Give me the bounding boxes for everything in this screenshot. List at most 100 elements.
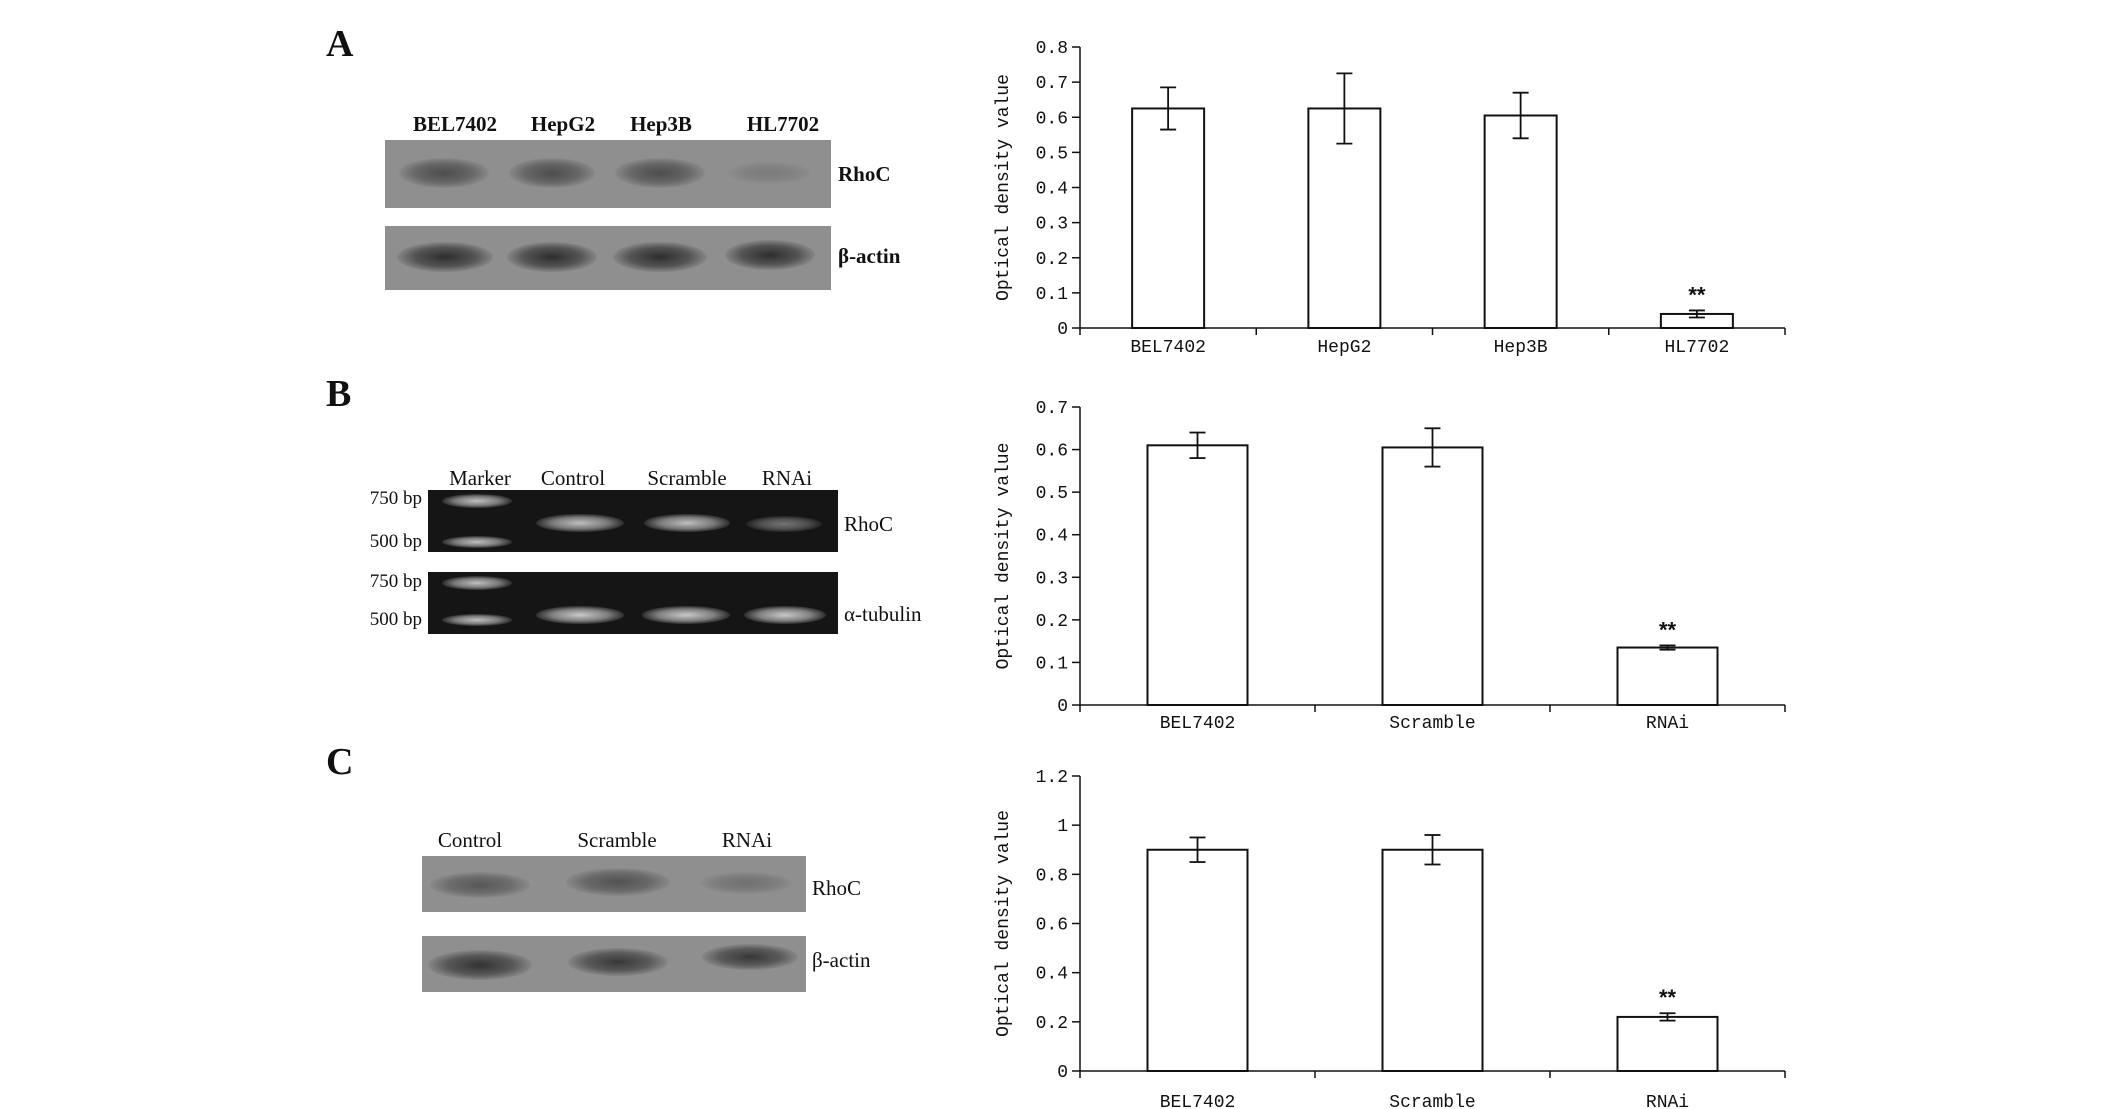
significance-annotation: **	[1659, 985, 1677, 1010]
gel-band	[536, 514, 624, 532]
x-tick-label: BEL7402	[1130, 338, 1206, 358]
blot-row-label: β-actin	[838, 244, 901, 268]
y-tick-label: 0.3	[1036, 215, 1068, 235]
y-tick-label: 0.7	[1036, 399, 1068, 419]
y-tick-label: 0	[1057, 320, 1068, 340]
blot-band	[507, 242, 597, 272]
marker-band	[442, 614, 512, 626]
x-tick-label: RNAi	[1646, 714, 1689, 734]
y-tick-label: 0	[1057, 1063, 1068, 1083]
x-tick-label: HL7702	[1664, 338, 1729, 358]
lane-label: Scramble	[647, 466, 727, 490]
y-tick-label: 0	[1057, 697, 1068, 717]
x-tick-label: BEL7402	[1160, 1093, 1236, 1109]
x-tick-label: RNAi	[1646, 1093, 1689, 1109]
blot-row-label: RhoC	[812, 876, 862, 900]
bar	[1131, 107, 1206, 329]
blot-band	[615, 158, 705, 188]
gel-row-label: α-tubulin	[844, 602, 922, 626]
y-tick-label: 0.6	[1036, 442, 1068, 462]
marker-band	[442, 536, 512, 548]
gel-band	[744, 606, 826, 624]
lane-label: HepG2	[530, 112, 596, 136]
y-tick-label: 0.4	[1036, 965, 1068, 985]
y-tick-label: 0.1	[1036, 285, 1068, 305]
blot-row-label: β-actin	[812, 948, 871, 972]
lane-label: BEL7402	[412, 112, 498, 136]
y-tick-label: 0.8	[1036, 39, 1068, 59]
lane-label: Scramble	[577, 828, 657, 852]
x-tick-label: HepG2	[1317, 338, 1371, 358]
blot-band	[613, 242, 707, 272]
bar	[1381, 446, 1484, 706]
bar	[1146, 444, 1249, 706]
y-tick-label: 0.2	[1036, 250, 1068, 270]
blot-row-label: RhoC	[838, 162, 891, 186]
x-tick-label: Scramble	[1389, 714, 1475, 734]
panel-letter-a: A	[326, 23, 354, 65]
gel-band	[536, 606, 624, 624]
y-tick-label: 0.6	[1036, 916, 1068, 936]
blot-band	[428, 950, 532, 980]
blot-band	[397, 242, 493, 272]
blot-strip-beta-actin	[385, 226, 831, 290]
y-axis-label: Optical density value	[994, 443, 1014, 670]
gel-strip-alpha-tubulin	[428, 572, 838, 634]
gel-band	[642, 606, 730, 624]
blot-band	[566, 868, 670, 896]
y-axis-label: Optical density value	[994, 810, 1014, 1037]
lane-label: RNAi	[761, 466, 813, 490]
blot-strip-beta-actin	[422, 936, 806, 992]
lane-label: Marker	[449, 466, 511, 490]
blot-band	[702, 944, 798, 970]
y-tick-label: 0.3	[1036, 569, 1068, 589]
blot-band	[568, 948, 668, 976]
blot-strip-rhoc	[385, 140, 831, 208]
gel-band	[746, 516, 822, 532]
y-tick-label: 1.2	[1036, 768, 1068, 788]
y-tick-label: 0.2	[1036, 612, 1068, 632]
blot-band	[430, 872, 530, 898]
panel-letter-c: C	[326, 741, 354, 783]
size-marker-label: 750 bp	[369, 571, 422, 592]
x-tick-label: Scramble	[1389, 1093, 1475, 1109]
bar	[1307, 107, 1382, 329]
blot-band	[727, 162, 811, 184]
blot-strip-rhoc	[422, 856, 806, 912]
y-tick-label: 0.4	[1036, 527, 1068, 547]
gel-strip-rhoc	[428, 490, 838, 552]
y-tick-label: 0.1	[1036, 654, 1068, 674]
bar	[1616, 1015, 1719, 1073]
blot-band	[725, 240, 815, 270]
marker-band	[442, 576, 512, 590]
y-tick-label: 0.2	[1036, 1014, 1068, 1034]
blot-band	[700, 872, 792, 894]
size-marker-label: 750 bp	[369, 488, 422, 509]
bar	[1146, 848, 1249, 1072]
y-tick-label: 0.4	[1036, 180, 1068, 200]
y-tick-label: 0.8	[1036, 866, 1068, 886]
y-tick-label: 0.5	[1036, 484, 1068, 504]
size-marker-label: 500 bp	[369, 531, 422, 552]
x-tick-label: BEL7402	[1160, 714, 1236, 734]
bar	[1616, 646, 1719, 706]
y-tick-label: 0.6	[1036, 109, 1068, 129]
y-tick-label: 0.5	[1036, 144, 1068, 164]
blot-band	[509, 158, 595, 188]
bar	[1483, 114, 1558, 330]
size-marker-label: 500 bp	[369, 609, 422, 630]
marker-band	[442, 494, 512, 508]
y-tick-label: 0.7	[1036, 74, 1068, 94]
bar	[1381, 848, 1484, 1072]
lane-label: Hep3B	[630, 112, 692, 136]
gel-row-label: RhoC	[844, 512, 894, 536]
lane-label: HL7702	[746, 112, 820, 136]
panel-letter-b: B	[326, 373, 352, 415]
significance-annotation: **	[1659, 617, 1677, 642]
blot-band	[399, 158, 489, 188]
y-tick-label: 1	[1057, 817, 1068, 837]
significance-annotation: **	[1688, 282, 1706, 307]
